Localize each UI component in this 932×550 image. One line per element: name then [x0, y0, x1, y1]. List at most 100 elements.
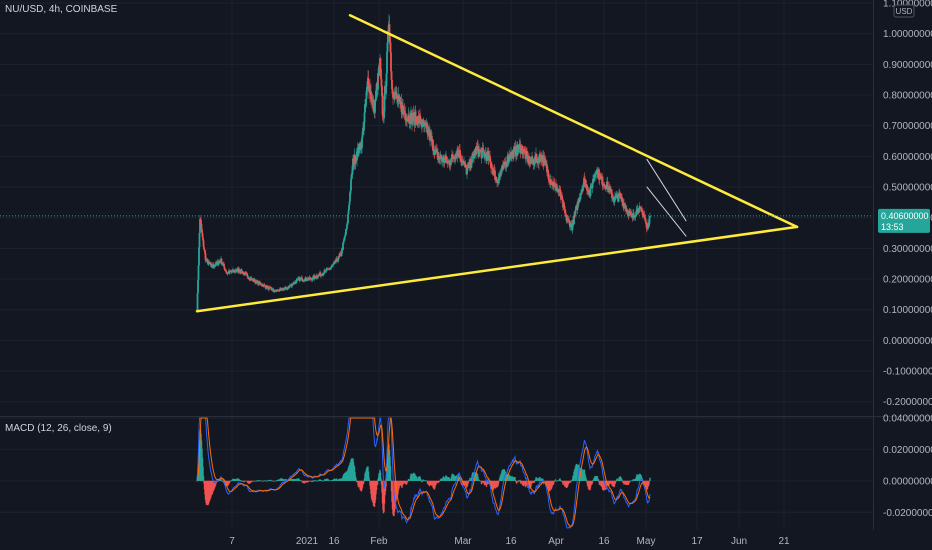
candle-body — [317, 276, 319, 278]
candle-body — [417, 115, 419, 124]
macd-histogram-bar — [228, 480, 231, 483]
candle-body — [429, 133, 432, 137]
macd-histogram-bar — [270, 480, 272, 481]
candle-body — [396, 96, 399, 102]
macd-histogram-bar — [497, 480, 500, 484]
candle-body — [443, 156, 445, 163]
candle-body — [555, 183, 557, 191]
macd-histogram-bar — [541, 478, 543, 481]
candle-body — [435, 148, 437, 153]
candle-body — [484, 153, 486, 158]
candle-body — [348, 201, 351, 206]
candle-body — [397, 99, 399, 102]
candle-body — [335, 259, 337, 263]
macd-histogram-bar — [514, 480, 517, 481]
macd-histogram-bar — [498, 480, 500, 482]
candle-body — [365, 90, 368, 99]
candle-body — [273, 290, 275, 292]
candle-body — [395, 93, 398, 98]
candle-body — [630, 212, 632, 215]
macd-histogram-bar — [217, 480, 220, 482]
candle-body — [404, 113, 407, 120]
candle-body — [525, 150, 527, 159]
candle-body — [523, 149, 526, 152]
candle-body — [224, 269, 227, 271]
candle-body — [313, 275, 316, 279]
channel-upper-line — [646, 158, 687, 222]
candle-body — [489, 161, 492, 162]
trendline-drawings[interactable] — [195, 14, 799, 313]
price-tick-label: 0.50000000 — [883, 183, 932, 194]
candle-body — [564, 209, 566, 214]
candle-body — [357, 153, 360, 155]
candle-body — [451, 154, 454, 157]
candle-body — [296, 279, 298, 281]
candle-body — [629, 212, 632, 214]
macd-histogram-bar — [220, 480, 223, 481]
candle-body — [307, 278, 309, 280]
channel-lower-line — [646, 186, 687, 237]
currency-badge[interactable] — [893, 4, 915, 18]
candle-body — [312, 276, 314, 280]
candle-body — [569, 222, 571, 228]
candle-body — [612, 197, 614, 199]
price-tick-label: 0.60000000 — [883, 152, 932, 163]
candle-body — [574, 214, 576, 216]
candle-body — [245, 273, 247, 275]
candle-body — [246, 274, 248, 275]
candle-body — [585, 184, 588, 186]
candle-body — [586, 184, 588, 191]
candle-body — [617, 198, 620, 202]
macd-legend[interactable]: MACD (12, 26, close, 9) — [5, 423, 112, 434]
candle-body — [265, 287, 267, 289]
candle-body — [229, 270, 231, 273]
candle-body — [570, 223, 573, 226]
macd-histogram-bar — [202, 475, 205, 481]
candle-body — [380, 79, 383, 86]
candlestick-series[interactable] — [196, 14, 651, 312]
candle-body — [450, 161, 452, 165]
candle-body — [207, 263, 210, 265]
candle-body — [611, 192, 613, 199]
candle-body — [208, 261, 211, 264]
time-tick-label: Feb — [370, 536, 388, 547]
macd-histogram-bar — [420, 479, 422, 481]
candle-body — [627, 210, 629, 215]
candle-body — [345, 229, 347, 235]
candle-body — [354, 161, 357, 164]
candle-body — [422, 120, 425, 124]
macd-histogram-bar — [312, 480, 314, 482]
candle-body — [628, 211, 631, 214]
candle-body — [497, 179, 500, 183]
macd-histogram-bar — [554, 479, 557, 481]
candle-body — [371, 98, 374, 101]
candle-body — [244, 272, 246, 274]
symbol-title[interactable]: NU/USD, 4h, COINBASE — [5, 4, 118, 15]
price-tick-label: -0.10000000 — [883, 367, 932, 378]
price-tick-label: 0.30000000 — [883, 244, 932, 255]
candle-body — [491, 167, 494, 170]
candle-body — [426, 123, 428, 129]
candle-body — [571, 224, 574, 231]
candle-body — [198, 247, 200, 266]
time-axis[interactable]: 7 2021 16 Feb Mar 16 Apr 16 May 17 Jun 21 — [229, 536, 790, 547]
candle-body — [346, 222, 349, 225]
candle-body — [541, 155, 543, 158]
candle-body — [568, 220, 571, 223]
candle-body — [511, 152, 513, 157]
candle-body — [500, 173, 502, 175]
price-tick-label: 0.90000000 — [883, 60, 932, 71]
candle-body — [563, 206, 566, 210]
macd-histogram-bar — [571, 480, 573, 482]
candle-body — [576, 202, 579, 211]
macd-histogram-bar — [257, 480, 260, 481]
candle-body — [277, 289, 280, 291]
candle-body — [424, 123, 427, 125]
candle-body — [206, 259, 209, 261]
candle-body — [388, 24, 391, 39]
candle-body — [229, 270, 232, 272]
candle-body — [580, 192, 582, 196]
macd-axis[interactable]: 0.04000000 0.02000000 0.00000000 -0.0200000… — [883, 414, 932, 519]
